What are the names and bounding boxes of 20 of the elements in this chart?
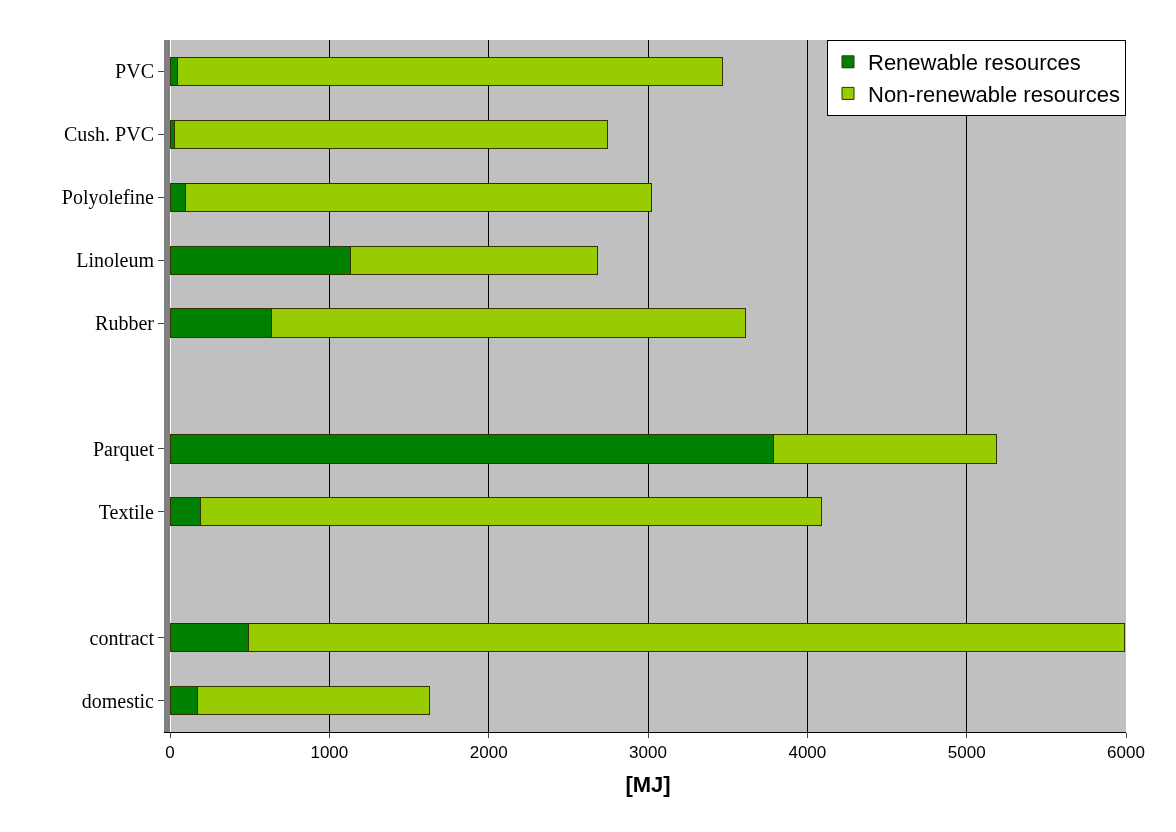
y-tick-label: Linoleum [76, 249, 155, 272]
y-tick-label: Cush. PVC [63, 123, 154, 146]
x-tick-label: 4000 [788, 743, 827, 763]
x-tick-label: 2000 [469, 743, 508, 763]
y-tick-label: Parquet [92, 437, 155, 461]
y-tick-label: PVC [115, 60, 154, 83]
x-tick-label: 1000 [310, 743, 349, 763]
y-tick-label: Polyolefine [61, 186, 155, 210]
y-tick-label: contract [89, 626, 155, 649]
x-tick-label: 6000 [1107, 743, 1145, 763]
x-axis-title: [MJ] [625, 772, 671, 798]
legend-label: Renewable resources [868, 50, 1081, 76]
bar [174, 119, 608, 150]
y-tick-label: domestic [81, 689, 155, 712]
y-tick-label: Rubber [95, 312, 155, 335]
x-tick-label: 3000 [629, 743, 667, 763]
x-tick-label: 5000 [947, 743, 986, 763]
y-tick-label: Textile [98, 500, 155, 523]
legend-label: Non-renewable resources [868, 81, 1120, 107]
x-tick-label: 0 [165, 743, 175, 763]
